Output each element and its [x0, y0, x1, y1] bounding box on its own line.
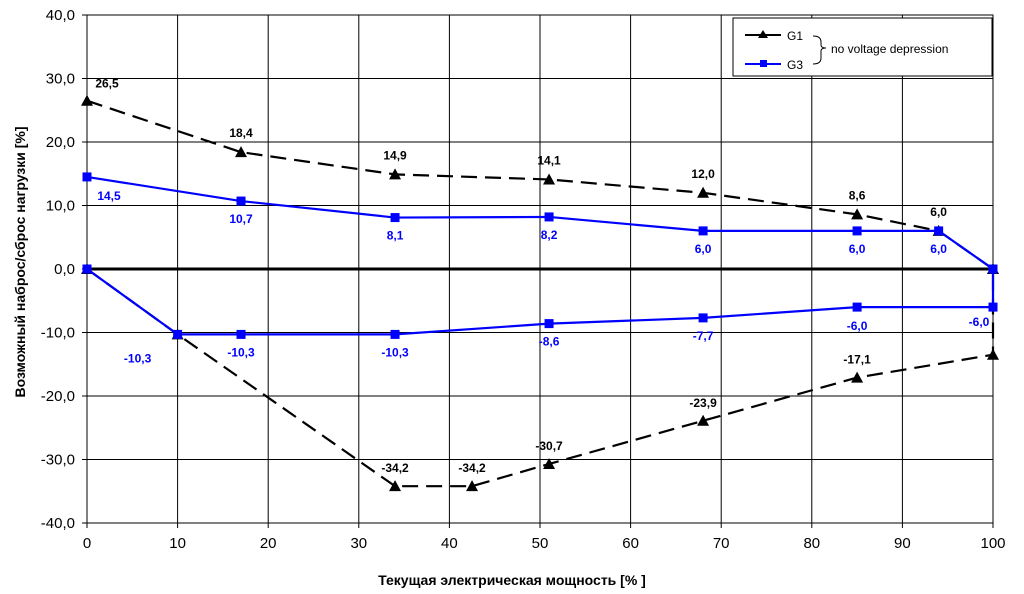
marker-g3	[544, 319, 554, 329]
legend-box	[732, 17, 993, 77]
marker-g1	[851, 371, 864, 383]
series-group	[81, 94, 999, 492]
data-label-g1: -23,9	[689, 396, 717, 410]
data-label-g1: -34,2	[381, 461, 409, 475]
x-tick-label: 70	[713, 535, 730, 552]
data-label-g1: -17,1	[843, 353, 871, 367]
x-tick-label: 60	[622, 535, 639, 552]
marker-g3	[988, 302, 998, 312]
x-tick-label: 20	[260, 535, 277, 552]
data-label-g3: 6,0	[849, 242, 866, 256]
marker-g3	[82, 264, 92, 274]
data-label-g3: -6,0	[847, 319, 868, 333]
legend-label-g3: G3	[787, 58, 803, 72]
marker-g3	[852, 226, 862, 236]
x-tick-label: 10	[169, 535, 186, 552]
grid	[86, 14, 994, 524]
data-label-g3: 8,2	[541, 228, 558, 242]
data-label-g1: 14,9	[383, 148, 407, 162]
data-label-g3: -10,3	[381, 345, 409, 359]
marker-g3	[173, 329, 183, 339]
marker-g3	[698, 313, 708, 323]
marker-g1	[235, 146, 248, 158]
marker-g1	[543, 173, 556, 185]
marker-g3	[236, 329, 246, 339]
x-tick-label: 30	[350, 535, 367, 552]
x-tick-label: 40	[441, 535, 458, 552]
marker-g3	[82, 172, 92, 182]
data-label-g1: 14,1	[537, 153, 561, 167]
legend: G1 G3 no voltage depression	[732, 17, 993, 77]
data-label-g3: 10,7	[229, 212, 253, 226]
x-tick-label: 0	[83, 535, 91, 552]
y-axis-ticks: 40,0 30,0 20,0 10,0 0,0 -10,0 -20,0 -30,0 -40,0	[41, 7, 87, 532]
y-tick-label: -30,0	[41, 452, 75, 469]
x-tick-label: 80	[803, 535, 820, 552]
y-tick-label: 20,0	[46, 134, 75, 151]
series-line-g3-upper	[86, 175, 994, 270]
marker-g3	[390, 329, 400, 339]
data-label-g3: -7,7	[693, 329, 714, 343]
y-axis-title: Возможный наброс/сброс нагрузки [%]	[12, 126, 28, 397]
marker-g3	[934, 226, 944, 236]
x-axis-title: Текущая электрическая мощность [% ]	[378, 572, 646, 588]
data-label-g3: -10,3	[124, 351, 152, 365]
marker-g3	[988, 264, 998, 274]
series-line-g1-upper	[86, 99, 994, 270]
y-tick-label: 30,0	[46, 71, 75, 88]
data-label-g3: -10,3	[227, 345, 255, 359]
y-tick-label: 10,0	[46, 198, 75, 215]
marker-g3	[236, 196, 246, 206]
legend-marker-g3	[760, 60, 767, 67]
x-axis-ticks: 0 10 20 30 40 50 60 70 80 90 100	[83, 523, 1006, 552]
legend-marker-g1	[758, 30, 768, 38]
data-label-g3: -8,6	[539, 335, 560, 349]
data-label-g1: 6,0	[930, 205, 947, 219]
data-label-g3: 8,1	[387, 229, 404, 243]
legend-brace	[812, 35, 827, 65]
marker-g1	[987, 348, 999, 360]
y-tick-label: -40,0	[41, 515, 75, 532]
data-label-g1: 18,4	[229, 126, 253, 140]
y-tick-label: -10,0	[41, 325, 75, 342]
marker-g1	[697, 414, 710, 426]
y-tick-label: -20,0	[41, 388, 75, 405]
marker-g3	[698, 226, 708, 236]
marker-g3	[852, 302, 862, 312]
marker-g1	[851, 208, 864, 220]
data-label-g3: 6,0	[695, 242, 712, 256]
marker-g1	[466, 480, 479, 492]
data-label-g1: 8,6	[849, 188, 866, 202]
x-tick-label: 100	[980, 535, 1005, 552]
data-label-g1: -34,2	[458, 461, 486, 475]
data-label-g1: 12,0	[691, 167, 715, 181]
y-tick-label: 40,0	[46, 7, 75, 24]
legend-label-g1: G1	[787, 29, 803, 43]
data-label-g1: -30,7	[535, 439, 563, 453]
data-label-g3: 14,5	[97, 189, 121, 203]
data-labels: 26,5 18,4 14,9 14,1 12,0 8,6 6,0 -34,2 -34,2 -30,…	[95, 77, 989, 475]
marker-g1	[389, 168, 402, 180]
marker-g3	[544, 212, 554, 222]
legend-note: no voltage depression	[831, 42, 948, 56]
data-label-g1: 26,5	[95, 77, 119, 91]
x-tick-label: 50	[532, 535, 549, 552]
y-tick-label: 0,0	[54, 261, 75, 278]
marker-g1	[81, 94, 93, 106]
marker-g3	[390, 213, 400, 223]
x-tick-label: 90	[894, 535, 911, 552]
marker-g1	[697, 186, 710, 198]
marker-g1	[543, 457, 556, 469]
data-label-g3: 6,0	[930, 242, 947, 256]
marker-g1	[389, 480, 402, 492]
data-label-g3: -6,0	[969, 315, 990, 329]
